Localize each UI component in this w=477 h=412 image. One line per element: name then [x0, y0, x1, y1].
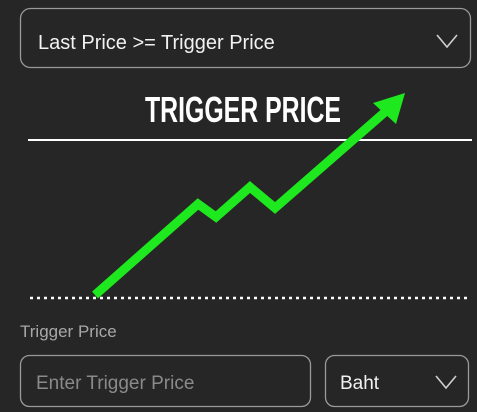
input-box[interactable] — [19, 354, 312, 408]
condition-select[interactable]: Last Price >= Trigger Price — [19, 7, 472, 69]
illustration: TRIGGER PRICE — [28, 89, 472, 300]
arrow-head — [373, 93, 405, 124]
input-placeholder: Enter Trigger Price — [36, 373, 194, 394]
field-label: Trigger Price — [20, 322, 117, 341]
trigger-input[interactable]: Enter Trigger Price — [19, 354, 312, 408]
unit-select[interactable]: Baht — [324, 354, 470, 408]
unit-value: Baht — [340, 373, 380, 394]
chevron — [435, 375, 457, 390]
unit-box[interactable] — [324, 354, 470, 408]
price-arrow — [92, 108, 388, 299]
select-box[interactable] — [19, 7, 472, 69]
select-value: Last Price >= Trigger Price — [38, 32, 275, 54]
chevron — [436, 34, 458, 49]
illustration-title: TRIGGER PRICE — [145, 89, 341, 130]
